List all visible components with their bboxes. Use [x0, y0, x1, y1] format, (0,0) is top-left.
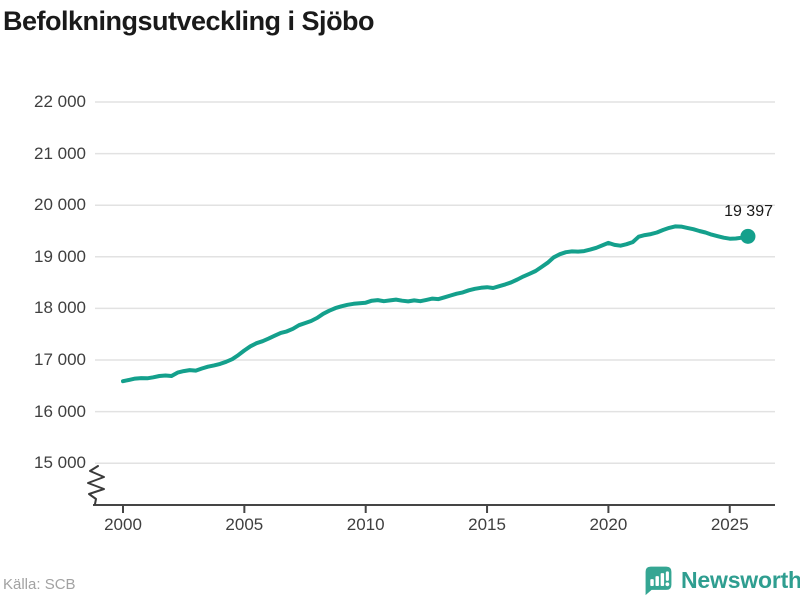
chart-title: Befolkningsutveckling i Sjöbo — [3, 6, 375, 36]
newsworthy-logo: Newsworthy — [643, 563, 800, 597]
population-line-series — [121, 224, 750, 384]
newsworthy-speech-bubble-bars-icon — [645, 566, 672, 596]
y-tick-label: 20 000 — [34, 195, 86, 215]
y-tick-label: 17 000 — [34, 350, 86, 369]
y-tick-label: 16 000 — [34, 401, 86, 421]
line-chart-plot — [87, 101, 775, 513]
x-tick-label: 2005 — [225, 515, 264, 534]
last-value-data-label: 19 397 — [724, 203, 773, 220]
axis-break-squiggle-icon — [87, 465, 105, 505]
x-tick-label: 2025 — [710, 515, 749, 534]
y-tick-label: 22 000 — [34, 92, 86, 111]
x-tick-label: 2020 — [589, 515, 628, 534]
y-tick-label: 18 000 — [34, 298, 86, 318]
y-tick-label: 19 000 — [34, 246, 86, 266]
newsworthy-wordmark: Newsworthy — [681, 566, 800, 593]
source-attribution: Källa: SCB — [3, 576, 76, 593]
last-value-marker — [740, 228, 756, 244]
y-tick-label: 21 000 — [34, 143, 86, 163]
x-tick-label: 2010 — [346, 515, 385, 534]
x-tick-label: 2015 — [468, 515, 506, 534]
x-tick-label: 2000 — [104, 515, 142, 534]
y-tick-label: 15 000 — [34, 453, 86, 473]
